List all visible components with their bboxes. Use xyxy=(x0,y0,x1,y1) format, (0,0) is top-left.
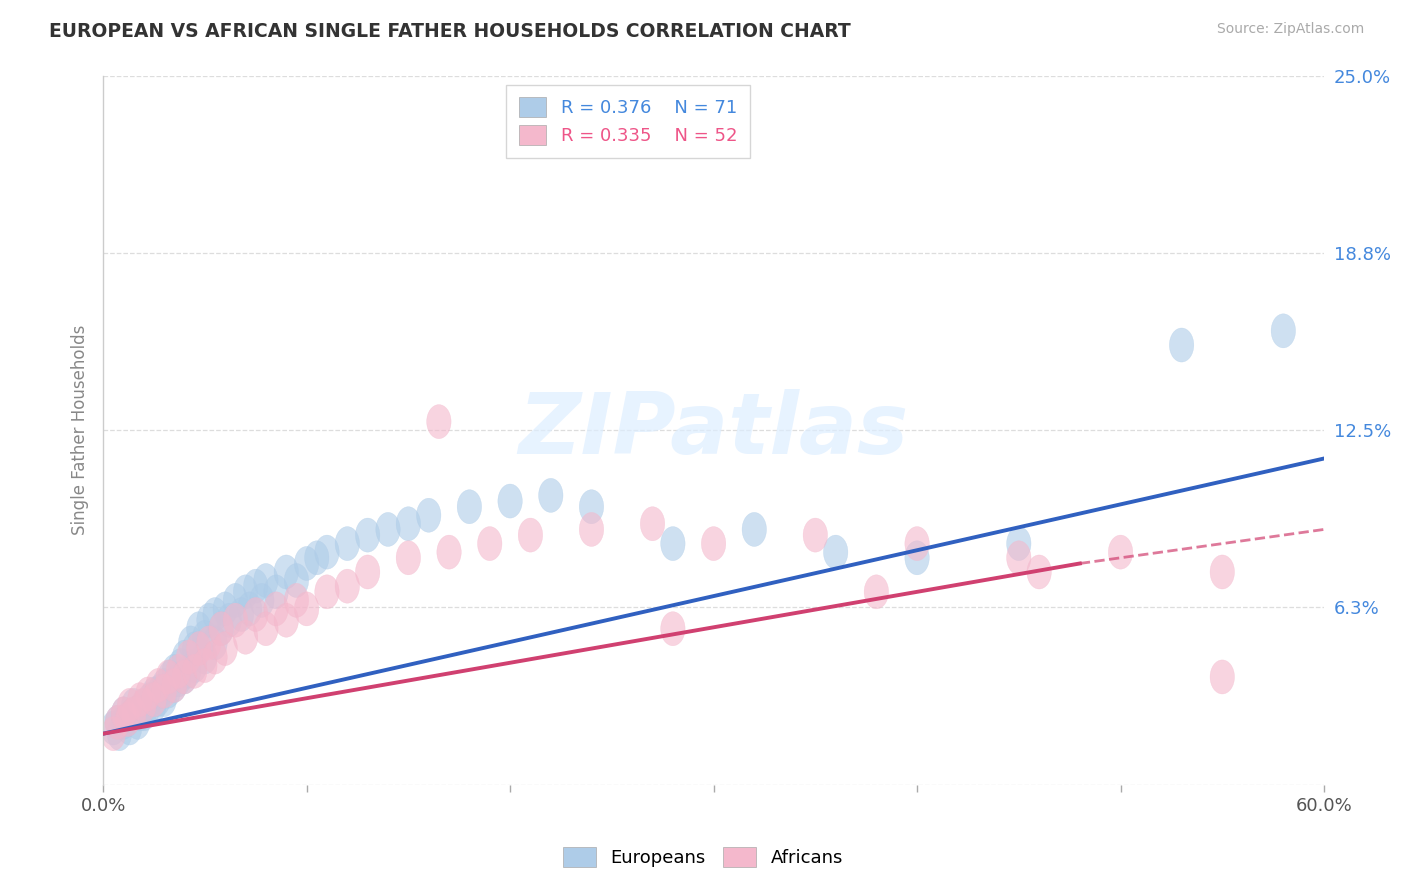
Text: ZIPatlas: ZIPatlas xyxy=(519,389,908,472)
Text: EUROPEAN VS AFRICAN SINGLE FATHER HOUSEHOLDS CORRELATION CHART: EUROPEAN VS AFRICAN SINGLE FATHER HOUSEH… xyxy=(49,22,851,41)
Y-axis label: Single Father Households: Single Father Households xyxy=(72,325,89,535)
Text: Source: ZipAtlas.com: Source: ZipAtlas.com xyxy=(1216,22,1364,37)
Legend: Europeans, Africans: Europeans, Africans xyxy=(555,839,851,874)
Legend: R = 0.376    N = 71, R = 0.335    N = 52: R = 0.376 N = 71, R = 0.335 N = 52 xyxy=(506,85,749,158)
